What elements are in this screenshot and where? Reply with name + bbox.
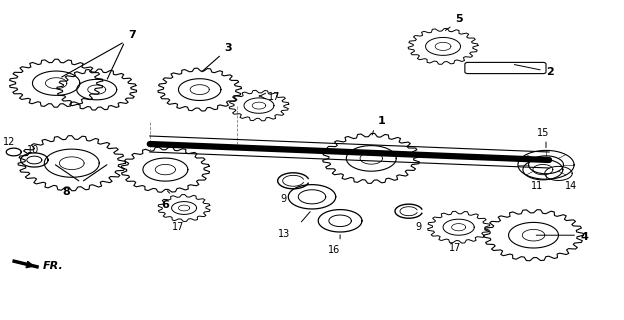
Text: 17: 17 xyxy=(268,92,281,102)
Text: 13: 13 xyxy=(278,229,290,239)
Text: 12: 12 xyxy=(3,137,16,147)
Text: 8: 8 xyxy=(62,187,70,197)
Text: 17: 17 xyxy=(172,222,184,232)
Text: 4: 4 xyxy=(580,232,588,242)
Text: 16: 16 xyxy=(328,245,340,255)
Text: 14: 14 xyxy=(565,181,577,191)
Text: 9: 9 xyxy=(281,194,287,204)
Text: 17: 17 xyxy=(449,243,462,253)
Text: 15: 15 xyxy=(537,128,549,138)
Text: 1: 1 xyxy=(378,116,385,126)
Text: 6: 6 xyxy=(162,200,169,210)
Text: 7: 7 xyxy=(128,30,135,40)
Text: 3: 3 xyxy=(225,43,232,53)
Text: 5: 5 xyxy=(456,14,463,24)
Text: 9: 9 xyxy=(415,222,421,232)
Text: 10: 10 xyxy=(27,145,39,155)
Text: FR.: FR. xyxy=(42,261,63,271)
Text: 2: 2 xyxy=(546,67,553,77)
Text: 11: 11 xyxy=(530,181,543,191)
FancyBboxPatch shape xyxy=(465,62,546,74)
